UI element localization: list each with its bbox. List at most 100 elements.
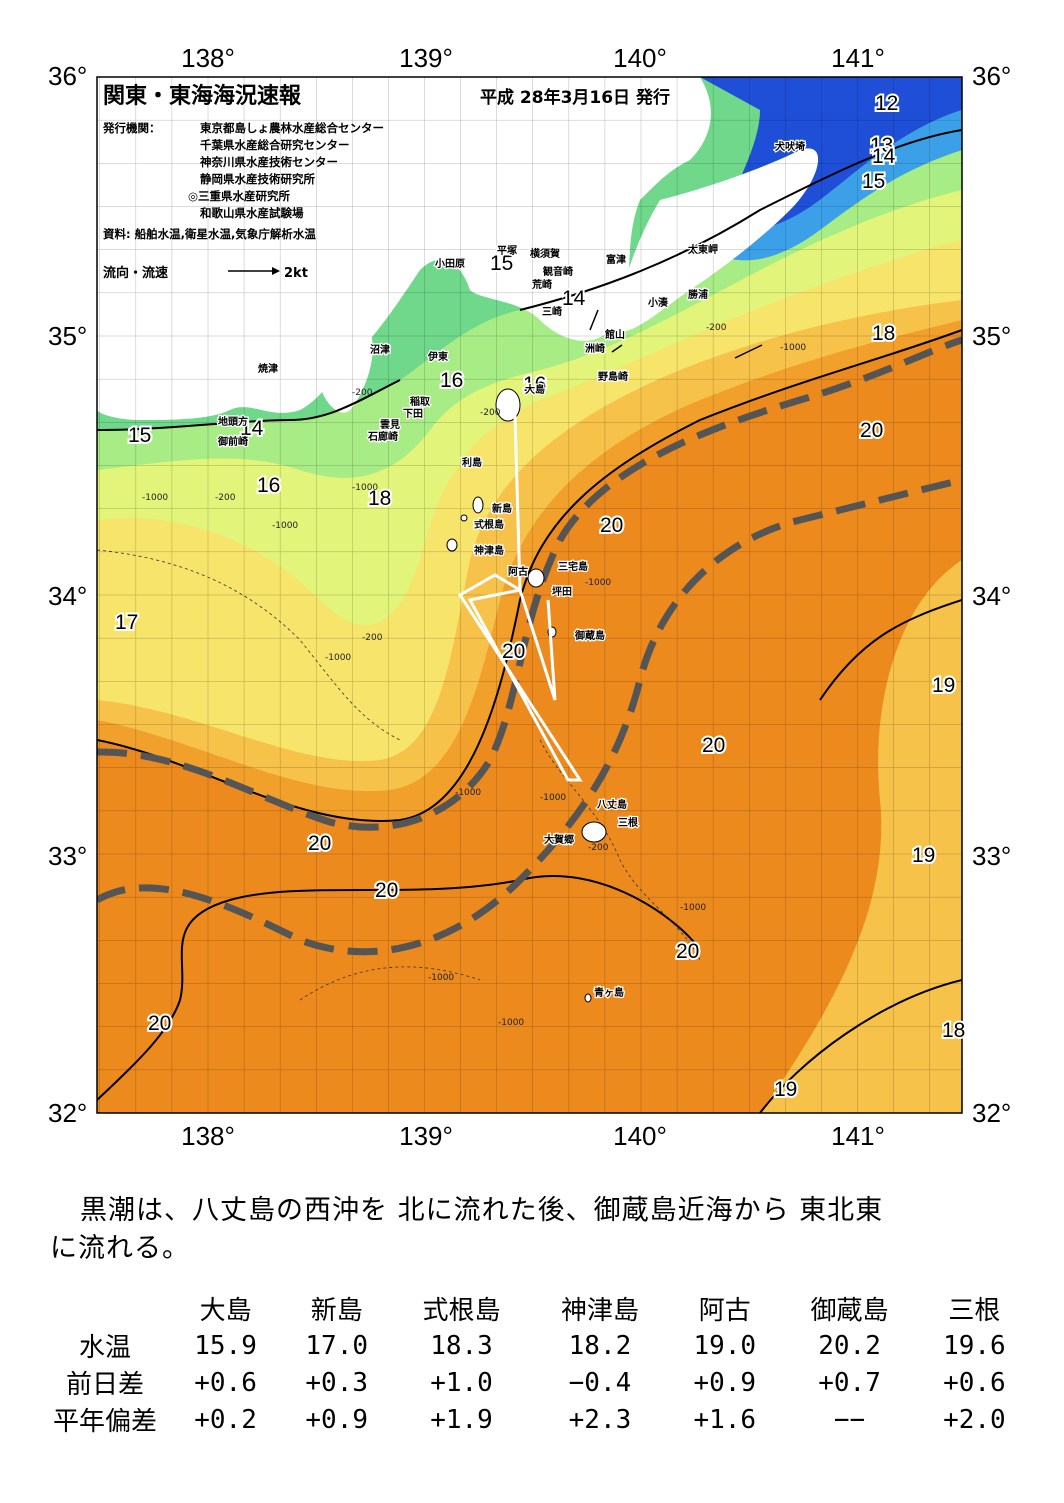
table-cell: 17.0 [305,1330,369,1361]
depth-label: -1000 [585,578,611,588]
isotherm-label: 19 [932,674,955,697]
place-label: 沼津 [370,343,390,356]
row-header: 水温 [78,1333,131,1363]
summary-line: 黒潮は、八丈島の西沖を 北に流れた後、御蔵島近海から 東北東 [80,1195,884,1226]
longitude-labels-bottom: 138° 139° 140° 141° [181,1121,885,1151]
column-header: 三根 [948,1296,1001,1326]
kuroshio-axis [97,336,962,956]
isotherm-label: 15 [128,424,151,447]
place-label: 御蔵島 [574,629,605,642]
isotherm-label: 20 [860,419,883,442]
issuer: 千葉県水産総合研究センター [200,138,350,152]
table-cell: +1.6 [693,1404,757,1435]
table-cell: −− [833,1404,866,1435]
isotherm-labels: 12 13 14 15 15 14 15 18 16 16 15 14 16 1… [113,90,967,1103]
isotherm-label: 20 [308,832,331,855]
place-label: 御前崎 [217,435,248,448]
isotherm-label: 20 [676,940,699,963]
column-header: 大島 [199,1296,252,1326]
legend-arrowhead-icon [272,267,280,275]
table-cell: +2.3 [568,1404,632,1435]
legend-label: 流向・流速 [103,265,168,281]
table-row: 平年偏差 +0.2 +0.9 +1.9 +2.3 +1.6 −− +2.0 [40,1401,1030,1438]
map-title: 関東・東海海況速報 [103,83,302,109]
place-label: 大島 [525,383,545,396]
table-cell: +1.0 [430,1367,493,1398]
island-hachijojima [581,821,607,843]
island-miyakejima [527,568,545,588]
latitude-labels-right: 36° 35° 34° 33° 32° [972,61,1011,1128]
place-label: 阿古 [508,565,528,578]
depth-label: -1000 [540,793,566,803]
place-label: 雲見 [380,419,400,431]
depth-label: -1000 [680,903,706,913]
issuer: ◎三重県水産研究所 [188,189,291,203]
place-label: 稲取 [410,395,431,408]
column-header: 御蔵島 [810,1296,889,1326]
issuer-label: 発行機関： [102,121,161,135]
island-niijima [472,496,484,514]
isotherm-label: 16 [523,373,546,396]
place-label: 平塚 [497,244,517,257]
lon-label: 139° [399,43,453,73]
issuer: 神奈川県水産技術センター [200,155,338,169]
isotherm-label: 20 [600,514,623,537]
land-honshu [97,77,711,420]
issuer: 東京都島しょ農林水産総合センター [200,121,384,135]
table-row: 水温 15.9 17.0 18.3 18.2 19.0 20.2 19.6 [40,1327,1030,1364]
table-cell: +0.6 [194,1367,257,1398]
data-source: 資料: 船舶水温,衛星水温,気象庁解析水温 [103,227,316,241]
lon-label: 141° [831,43,885,73]
place-label: 観音崎 [543,265,573,278]
sea-temperature-map: 138° 139° 140° 141° 138° 139° 140° 141° … [48,43,1011,1151]
place-label: 富津 [606,253,626,266]
lon-label: 139° [399,1121,453,1151]
depth-contours [97,549,701,1001]
lat-label: 32° [48,1098,87,1128]
isotherm-label: 18 [368,487,391,510]
depth-label: -200 [352,388,373,398]
lon-label: 138° [181,43,235,73]
current-arrows [589,309,763,359]
table-cell: 20.2 [818,1330,881,1361]
isotherm-label: 20 [148,1012,171,1035]
place-label: 犬吠埼 [775,140,805,153]
map-frame [96,76,963,1114]
table-cell: +0.9 [305,1404,369,1435]
table-cell: 18.2 [568,1330,632,1361]
place-label: 焼津 [258,362,278,375]
table-row: 前日差 +0.6 +0.3 +1.0 −0.4 +0.9 +0.7 +0.6 [40,1364,1030,1401]
depth-labels: -200 -1000 -200 -1000 -200 -1000 -1000 -… [142,323,806,1028]
place-label: 荒崎 [531,278,552,291]
depth-label: -1000 [455,788,481,798]
place-label: 石廊崎 [367,430,398,443]
lat-label: 35° [972,321,1011,351]
place-label: 式根島 [474,518,504,531]
column-header: 阿古 [698,1296,751,1326]
table-cell: +2.0 [943,1404,1006,1435]
isotherm-label: 19 [774,1078,797,1101]
lat-label: 33° [972,841,1011,871]
lon-label: 140° [613,1121,667,1151]
land-izu [320,306,373,413]
table-cell: +0.6 [943,1367,1006,1398]
table-cell: −0.4 [568,1367,632,1398]
ship-track [457,414,583,782]
summary-line: に流れる。 [50,1233,190,1264]
place-label: 小湊 [647,296,669,309]
place-label: 下田 [403,408,423,420]
row-header: 前日差 [65,1370,144,1400]
isotherm-label: 20 [375,879,398,902]
table-cell: +0.3 [305,1367,369,1398]
table-cell: 19.6 [943,1330,1006,1361]
isotherm-label: 15 [128,424,151,447]
lat-label: 35° [48,321,87,351]
depth-label: -200 [706,323,727,333]
place-label: 小田原 [434,257,465,270]
observation-table: 大島 新島 式根島 神津島 阿古 御蔵島 三根 水温 15.9 17.0 18.… [40,1290,1030,1438]
isotherm-label: 17 [115,611,138,634]
latitude-labels-left: 36° 35° 34° 33° 32° [48,61,87,1128]
isotherm-label: 14 [872,145,896,168]
depth-label: -200 [215,493,236,503]
isotherm-label: 20 [702,734,725,757]
